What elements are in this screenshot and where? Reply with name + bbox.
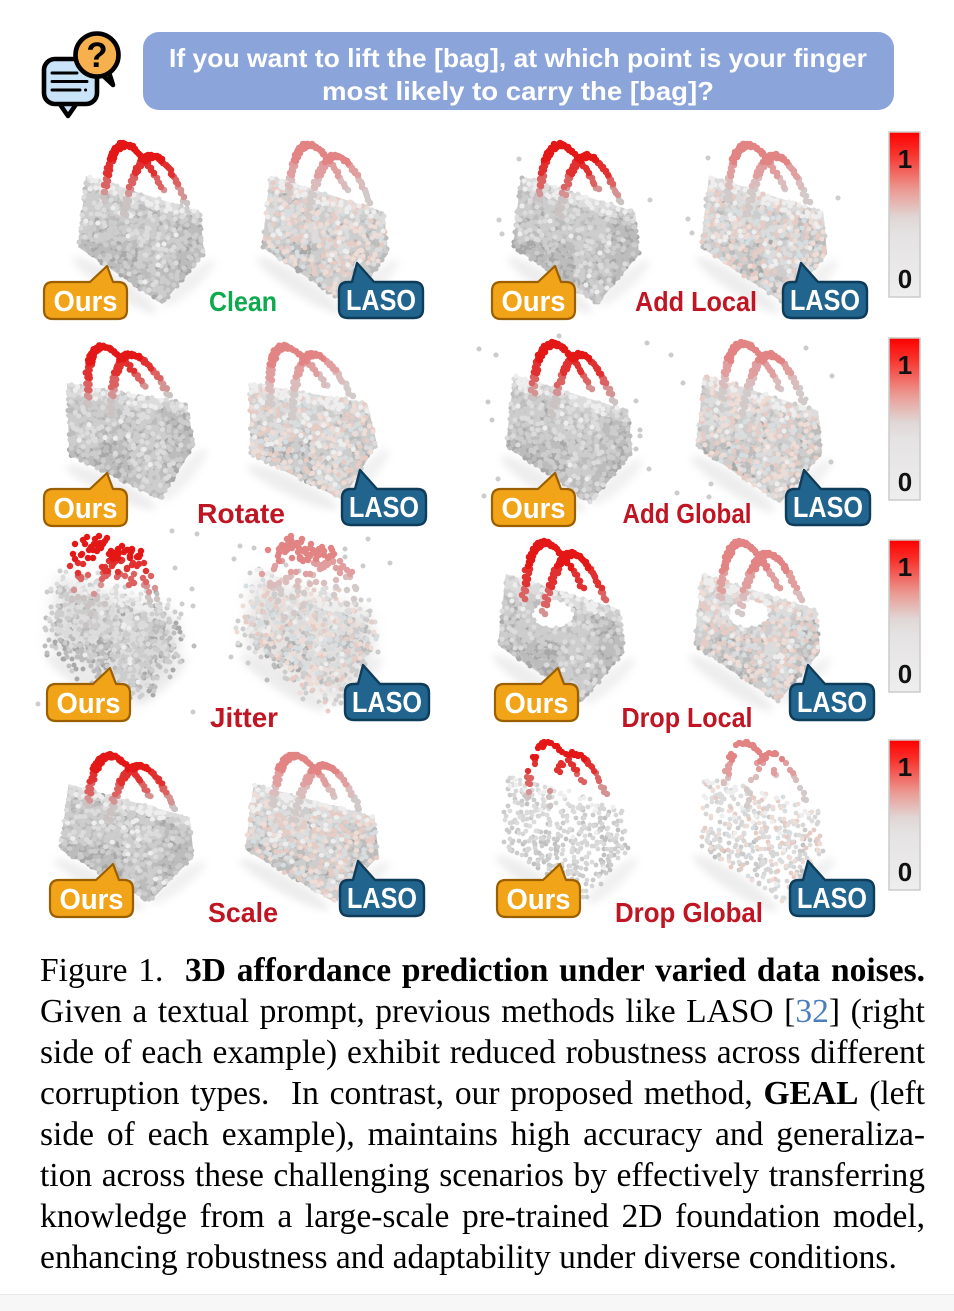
svg-text:Ours: Ours bbox=[507, 884, 571, 916]
svg-text:Add Global: Add Global bbox=[623, 498, 752, 529]
svg-text:0: 0 bbox=[898, 467, 912, 497]
svg-text:If you want to lift the [bag],: If you want to lift the [bag], at which … bbox=[169, 43, 867, 73]
svg-text:Drop Global: Drop Global bbox=[615, 897, 763, 928]
svg-text:LASO: LASO bbox=[352, 687, 422, 719]
svg-text:Rotate: Rotate bbox=[197, 498, 285, 529]
svg-text:1: 1 bbox=[898, 144, 912, 174]
svg-text:Clean: Clean bbox=[209, 286, 277, 317]
svg-text:LASO: LASO bbox=[790, 285, 860, 317]
svg-text:1: 1 bbox=[898, 350, 912, 380]
svg-text:Ours: Ours bbox=[505, 688, 569, 720]
svg-text:LASO: LASO bbox=[797, 883, 867, 915]
svg-text:Add Local: Add Local bbox=[635, 286, 757, 317]
svg-text:Ours: Ours bbox=[57, 688, 121, 720]
svg-text:0: 0 bbox=[898, 659, 912, 689]
svg-text:0: 0 bbox=[898, 857, 912, 887]
svg-text:LASO: LASO bbox=[346, 285, 416, 317]
svg-text:Drop Local: Drop Local bbox=[622, 702, 753, 733]
svg-text:LASO: LASO bbox=[349, 492, 419, 524]
svg-text:Jitter: Jitter bbox=[210, 702, 278, 733]
svg-text:0: 0 bbox=[898, 264, 912, 294]
svg-text:Ours: Ours bbox=[54, 286, 118, 318]
svg-text:Ours: Ours bbox=[502, 493, 566, 525]
svg-text:Scale: Scale bbox=[208, 897, 278, 928]
svg-text:Ours: Ours bbox=[502, 286, 566, 318]
svg-text:most likely to carry the [bag]: most likely to carry the [bag]? bbox=[322, 76, 714, 106]
svg-text:1: 1 bbox=[898, 552, 912, 582]
svg-text:Ours: Ours bbox=[54, 493, 118, 525]
svg-text:LASO: LASO bbox=[797, 687, 867, 719]
svg-text:?: ? bbox=[86, 36, 107, 75]
svg-text:LASO: LASO bbox=[793, 492, 863, 524]
svg-text:Ours: Ours bbox=[60, 884, 124, 916]
svg-text:LASO: LASO bbox=[347, 883, 417, 915]
svg-text:1: 1 bbox=[898, 752, 912, 782]
